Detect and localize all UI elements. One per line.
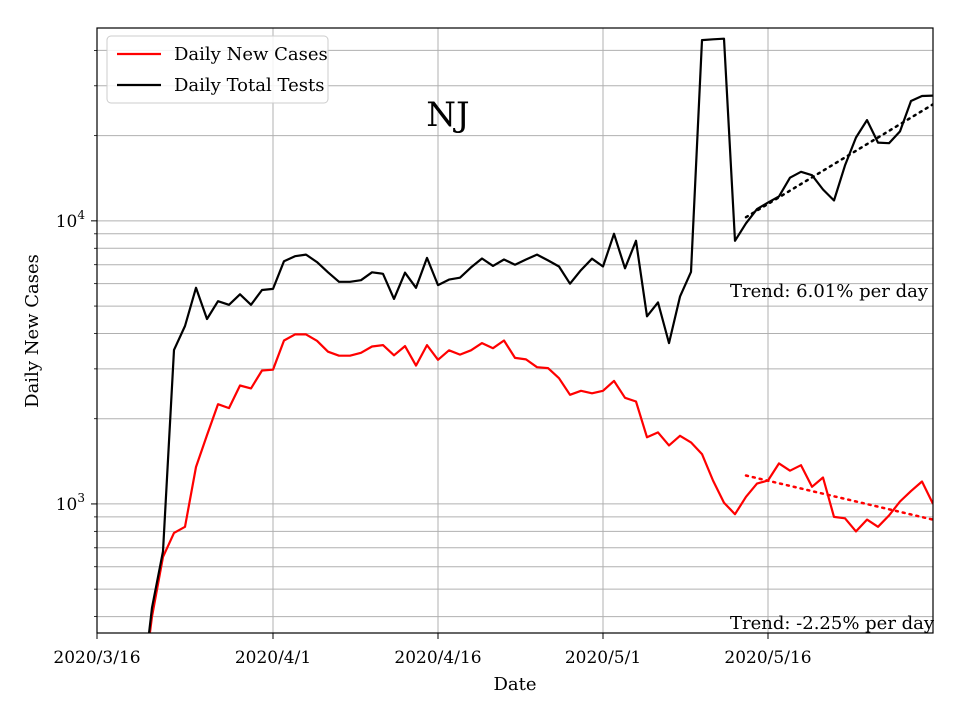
legend-label-daily-new-cases: Daily New Cases	[174, 44, 328, 65]
x-ticks: 2020/3/16 2020/4/1 2020/4/16 2020/5/1 2020/5…	[53, 633, 812, 668]
y-tick-label: 103	[56, 491, 85, 515]
series-points-daily-total-tests	[151, 38, 933, 608]
legend-box	[106, 35, 329, 104]
plot-frame	[96, 27, 934, 634]
chart-title: NJ	[426, 95, 469, 135]
y-tick-label: 104	[56, 208, 86, 232]
series-line-daily-new-cases	[148, 333, 933, 633]
legend-label-daily-total-tests: Daily Total Tests	[174, 75, 324, 96]
plot-lines	[147, 37, 933, 633]
y-ticks: 103 104	[56, 50, 97, 617]
series-line-daily-total-tests	[147, 37, 933, 633]
grid	[96, 28, 933, 633]
x-tick-label: 2020/3/16	[53, 648, 140, 668]
x-tick-label: 2020/5/16	[724, 648, 811, 668]
x-tick-label: 2020/4/1	[235, 648, 311, 668]
legend: Daily New Cases Daily Total Tests	[106, 35, 329, 104]
trend-annotation-tests: Trend: 6.01% per day	[730, 281, 929, 302]
trend-line-daily-new-cases	[744, 474, 933, 521]
trend-line-daily-total-tests	[744, 103, 933, 219]
y-axis-label: Daily New Cases	[22, 254, 43, 408]
x-tick-label: 2020/5/1	[565, 648, 641, 668]
x-axis-label: Date	[493, 674, 536, 695]
series-points-daily-new-cases	[151, 334, 933, 617]
x-tick-label: 2020/4/16	[394, 648, 481, 668]
trend-annotation-cases: Trend: -2.25% per day	[730, 613, 935, 634]
